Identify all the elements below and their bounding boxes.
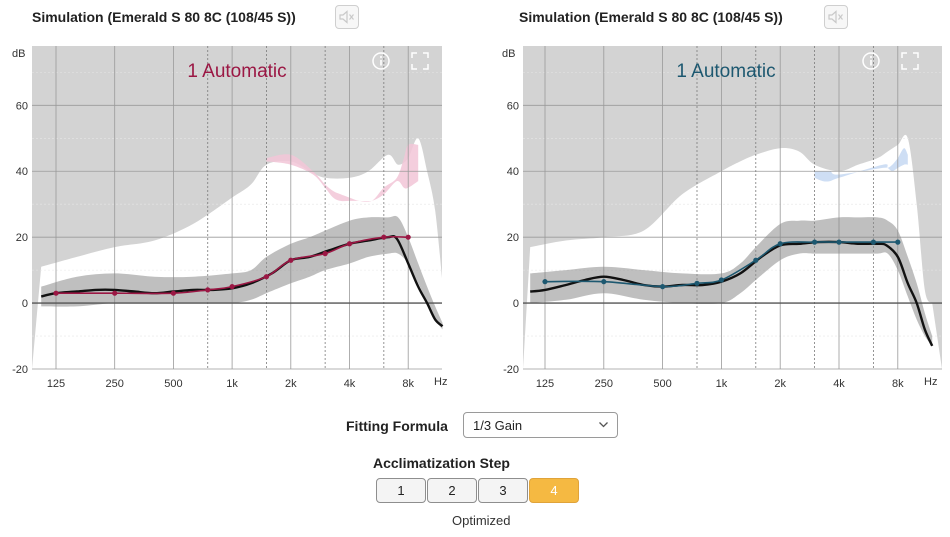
fitting-formula-label: Fitting Formula bbox=[346, 418, 448, 434]
x-tick-label: 8k bbox=[892, 378, 904, 390]
fitting-formula-value: 1/3 Gain bbox=[473, 417, 523, 433]
x-tick-label: 250 bbox=[106, 378, 124, 390]
x-tick-label: 2k bbox=[285, 378, 297, 390]
audible-range-area bbox=[523, 134, 942, 369]
y-tick-label: -20 bbox=[503, 364, 519, 376]
target-point bbox=[381, 234, 387, 240]
right-chart: dB 60 40 20 0 -20 125 250 500 1k 2k 4k 8k Hz 1 Automat… bbox=[490, 40, 946, 396]
speaker-muted-icon bbox=[828, 10, 843, 24]
step-2-button[interactable]: 2 bbox=[427, 478, 477, 503]
target-point bbox=[112, 290, 118, 296]
y-tick-label: 20 bbox=[16, 232, 28, 244]
target-point bbox=[205, 287, 211, 293]
x-tick-label: 500 bbox=[653, 378, 671, 390]
step-status-text: Optimized bbox=[452, 513, 511, 528]
target-point bbox=[601, 279, 607, 285]
y-tick-label: 20 bbox=[507, 232, 519, 244]
y-tick-label: 40 bbox=[16, 166, 28, 178]
target-point bbox=[895, 239, 901, 245]
target-point bbox=[229, 284, 235, 290]
target-point bbox=[288, 257, 294, 263]
target-point bbox=[170, 290, 176, 296]
x-tick-label: 2k bbox=[774, 378, 786, 390]
x-tick-label: 125 bbox=[47, 378, 65, 390]
target-point bbox=[753, 257, 759, 263]
x-tick-label: 4k bbox=[833, 378, 845, 390]
x-tick-label: 1k bbox=[716, 378, 728, 390]
target-point bbox=[405, 234, 411, 240]
x-tick-label: 500 bbox=[164, 378, 182, 390]
x-axis-unit: Hz bbox=[924, 376, 937, 388]
right-mute-button[interactable] bbox=[824, 5, 848, 29]
acclimatization-step-selector: 1 2 3 4 bbox=[376, 478, 579, 503]
target-point bbox=[542, 279, 548, 285]
y-tick-label: 40 bbox=[507, 166, 519, 178]
program-label: 1 Automatic bbox=[187, 61, 286, 82]
y-axis-unit: dB bbox=[12, 48, 25, 60]
x-axis-unit: Hz bbox=[434, 376, 447, 388]
gain-tolerance-band bbox=[530, 217, 933, 346]
x-tick-label: 125 bbox=[536, 378, 554, 390]
fitting-formula-select[interactable]: 1/3 Gain bbox=[463, 412, 618, 438]
y-tick-label: 0 bbox=[513, 298, 519, 310]
expand-icon[interactable] bbox=[901, 52, 919, 70]
x-tick-label: 250 bbox=[595, 378, 613, 390]
target-band-area bbox=[814, 148, 908, 182]
y-tick-label: 60 bbox=[16, 100, 28, 112]
x-tick-label: 4k bbox=[344, 378, 356, 390]
target-point bbox=[811, 239, 818, 245]
step-4-button[interactable]: 4 bbox=[529, 478, 579, 503]
right-simulation-title: Simulation (Emerald S 80 8C (108/45 S)) bbox=[519, 9, 783, 25]
target-point bbox=[263, 274, 270, 280]
expand-icon[interactable] bbox=[411, 52, 429, 70]
left-simulation-title: Simulation (Emerald S 80 8C (108/45 S)) bbox=[32, 9, 296, 25]
acclimatization-step-label: Acclimatization Step bbox=[373, 455, 510, 471]
step-1-button[interactable]: 1 bbox=[376, 478, 426, 503]
info-icon[interactable] bbox=[372, 52, 390, 70]
y-tick-label: 0 bbox=[22, 298, 28, 310]
target-point bbox=[53, 290, 59, 296]
x-tick-label: 8k bbox=[402, 378, 414, 390]
target-point bbox=[322, 251, 328, 257]
chevron-down-icon bbox=[599, 422, 608, 428]
target-point bbox=[694, 280, 700, 286]
gain-tolerance-band bbox=[41, 215, 443, 330]
speaker-muted-icon bbox=[339, 10, 354, 24]
step-3-button[interactable]: 3 bbox=[478, 478, 528, 503]
x-tick-label: 1k bbox=[226, 378, 238, 390]
y-axis-unit: dB bbox=[502, 48, 515, 60]
program-label: 1 Automatic bbox=[676, 61, 775, 82]
y-tick-label: -20 bbox=[12, 364, 28, 376]
left-chart: dB 60 40 20 0 -20 125 250 500 1k 2k 4k 8k Hz 1 Automat… bbox=[0, 40, 450, 396]
target-point bbox=[718, 277, 724, 283]
target-point bbox=[870, 239, 876, 245]
target-point bbox=[660, 284, 666, 290]
y-tick-label: 60 bbox=[507, 100, 519, 112]
info-icon[interactable] bbox=[862, 52, 880, 70]
left-mute-button[interactable] bbox=[335, 5, 359, 29]
target-point bbox=[836, 239, 842, 245]
target-point bbox=[777, 241, 783, 247]
target-point bbox=[346, 241, 353, 247]
